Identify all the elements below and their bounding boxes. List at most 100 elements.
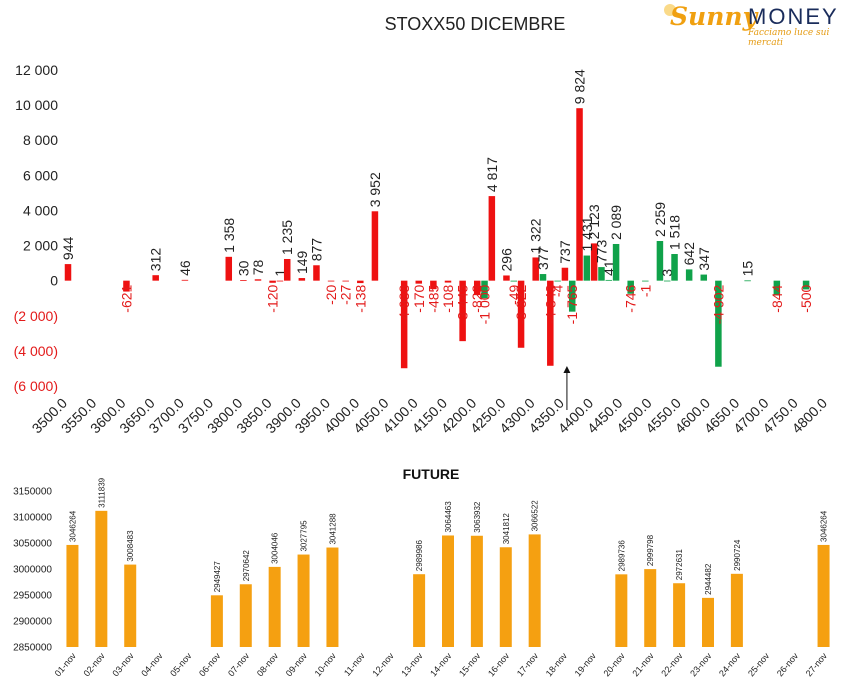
bar (473, 280, 481, 296)
bar (656, 241, 664, 281)
y-tick-label: (4 000) (14, 343, 58, 359)
chart-title: STOXX50 DICEMBRE (384, 14, 566, 34)
bar (488, 196, 496, 281)
data-label: -4 902 (710, 284, 726, 324)
future-x-tick-label: 27-nov (804, 650, 830, 678)
future-data-label: 2970642 (242, 550, 251, 582)
y-tick-label: 2 000 (23, 238, 58, 254)
future-bar (66, 544, 79, 647)
bar (276, 280, 284, 282)
future-data-label: 2944482 (704, 563, 713, 595)
data-label: -3 445 (455, 284, 471, 324)
data-label: 944 (60, 237, 76, 261)
bar (583, 255, 591, 281)
data-label: -120 (265, 284, 281, 312)
data-label: -621 (118, 284, 134, 312)
future-y-tick-label: 3000000 (13, 565, 52, 576)
bar (357, 280, 364, 284)
bar (517, 280, 525, 348)
data-label: 3 952 (367, 172, 383, 207)
future-x-tick-label: 25-nov (746, 650, 772, 678)
future-x-tick-label: 12-nov (370, 650, 396, 678)
bar (568, 280, 576, 312)
data-label: -4 848 (542, 284, 558, 324)
data-label: 78 (250, 260, 266, 276)
future-y-tick-label: 2950000 (13, 591, 52, 602)
bar (590, 243, 598, 281)
price-marker-arrow (563, 366, 571, 373)
data-label: 737 (557, 240, 573, 264)
y-tick-label: 12 000 (15, 62, 58, 78)
bar (254, 279, 262, 281)
data-label: 773 (593, 240, 609, 264)
options-bar-chart: 12 000 10 000 8 000 6 000 4 000 2 000 0 (2 000)… (14, 62, 831, 436)
future-x-tick-label: 13-nov (399, 650, 425, 678)
future-x-tick-label: 17-nov (515, 650, 541, 678)
data-label: 1 322 (528, 218, 544, 253)
logo-tagline: Facciamo luce sui mercati (748, 28, 830, 48)
future-bar (470, 535, 483, 647)
data-label: -844 (769, 284, 785, 312)
future-bar (413, 574, 426, 647)
y-tick-label: 0 (50, 273, 58, 289)
data-label: -108 (440, 284, 456, 312)
future-bar (326, 547, 339, 647)
data-label: 1 431 (579, 216, 595, 251)
y-tick-label: (6 000) (14, 378, 58, 394)
y-tick-label: 10 000 (15, 97, 58, 113)
bar (342, 280, 349, 282)
future-y-tick-label: 2900000 (13, 617, 52, 628)
y-tick-label: (2 000) (14, 308, 58, 324)
data-label: -500 (798, 284, 814, 312)
future-data-label: 3111839 (97, 477, 106, 508)
future-x-tick-label: 24-nov (717, 650, 743, 678)
data-label: 642 (681, 242, 697, 266)
data-label: -49 (506, 284, 522, 304)
bar (283, 258, 291, 281)
future-data-label: 3027795 (300, 520, 309, 552)
future-x-tick-label: 18-nov (544, 650, 570, 678)
future-data-label: 3064463 (444, 501, 453, 533)
data-label: -1 765 (564, 284, 580, 324)
future-x-tick-label: 16-nov (486, 650, 512, 678)
bar (181, 279, 189, 281)
data-label: -138 (352, 284, 368, 312)
data-label: 312 (148, 248, 164, 272)
future-x-tick-label: 08-nov (255, 650, 281, 678)
bar (459, 280, 466, 342)
future-x-tick-label: 03-nov (110, 650, 136, 678)
future-y-tick-label: 3100000 (13, 513, 52, 524)
data-label: -3 822 (513, 284, 529, 324)
y-tick-label: 6 000 (23, 167, 58, 183)
future-data-label: 2989986 (415, 540, 424, 572)
bar (685, 269, 693, 281)
future-bar (528, 534, 541, 647)
future-data-label: 3041812 (502, 513, 511, 545)
bar (269, 280, 276, 283)
data-label: 377 (535, 246, 551, 270)
bar (554, 280, 561, 282)
data-label: -4 988 (396, 284, 412, 324)
future-bar (442, 535, 454, 647)
future-data-label: 2990724 (733, 539, 742, 571)
bar (715, 280, 722, 367)
future-data-label: 2972631 (675, 549, 684, 581)
future-y-tick-label: 3050000 (13, 539, 52, 550)
future-bar (817, 544, 830, 647)
future-data-label: 3066522 (531, 500, 540, 532)
bar (663, 280, 671, 282)
data-label: 1 235 (279, 220, 295, 255)
data-label: -170 (411, 284, 427, 312)
future-data-label: 2999798 (646, 534, 655, 566)
data-label: 296 (498, 248, 514, 272)
future-data-label: 3008483 (126, 530, 135, 562)
bar (510, 280, 518, 282)
data-label: -485 (425, 284, 441, 312)
future-x-tick-label: 10-nov (313, 650, 339, 678)
data-label: 3 (659, 269, 675, 277)
future-x-tick-label: 22-nov (659, 650, 685, 678)
data-label: 4 817 (484, 157, 500, 192)
data-label: 46 (177, 260, 193, 276)
data-label: 30 (235, 260, 251, 276)
data-label: 9 824 (572, 69, 588, 104)
